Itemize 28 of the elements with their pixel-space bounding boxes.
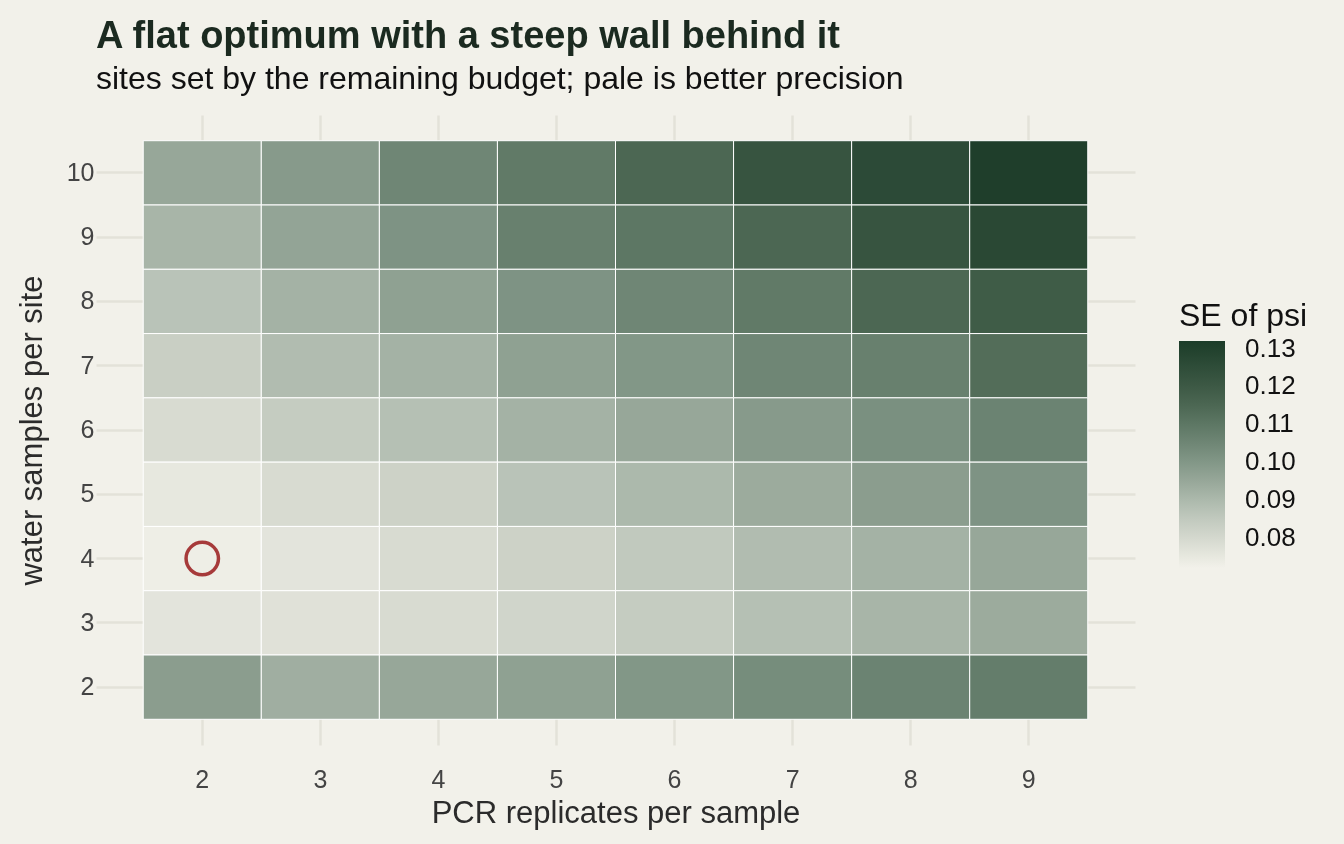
y-tick-label: 2 <box>80 672 95 701</box>
y-tick-label: 7 <box>80 350 95 379</box>
x-axis-title: PCR replicates per sample <box>431 794 801 830</box>
x-tick-label: 8 <box>903 764 918 793</box>
color-bar-label: 0.08 <box>1245 521 1296 552</box>
x-tick-label: 6 <box>667 764 682 793</box>
color-bar-label: 0.09 <box>1245 483 1296 514</box>
x-tick-label: 3 <box>313 764 328 793</box>
x-tick-label: 5 <box>549 764 564 793</box>
x-tick-label: 9 <box>1021 764 1036 793</box>
x-tick-label: 2 <box>195 764 210 793</box>
y-tick-label: 9 <box>80 222 95 251</box>
y-tick-label: 10 <box>66 157 95 186</box>
color-bar-label: 0.10 <box>1245 446 1296 477</box>
y-tick-label: 3 <box>80 607 95 636</box>
color-bar-title: SE of psi <box>1179 297 1308 333</box>
color-bar-label: 0.11 <box>1245 408 1294 439</box>
color-bar-label: 0.12 <box>1245 370 1296 401</box>
x-tick-label: 7 <box>785 764 800 793</box>
color-bar-label: 0.13 <box>1245 332 1296 363</box>
y-axis-title: water samples per site <box>13 275 49 587</box>
y-tick-label: 6 <box>80 415 95 443</box>
y-tick-label: 4 <box>80 543 95 572</box>
y-tick-label: 5 <box>80 479 95 508</box>
y-tick-label: 8 <box>80 286 95 315</box>
chart-subtitle: sites set by the remaining budget; pale is better precision <box>96 60 904 96</box>
chart-title: A flat optimum with a steep wall behind it <box>96 14 841 56</box>
x-tick-label: 4 <box>431 764 446 793</box>
